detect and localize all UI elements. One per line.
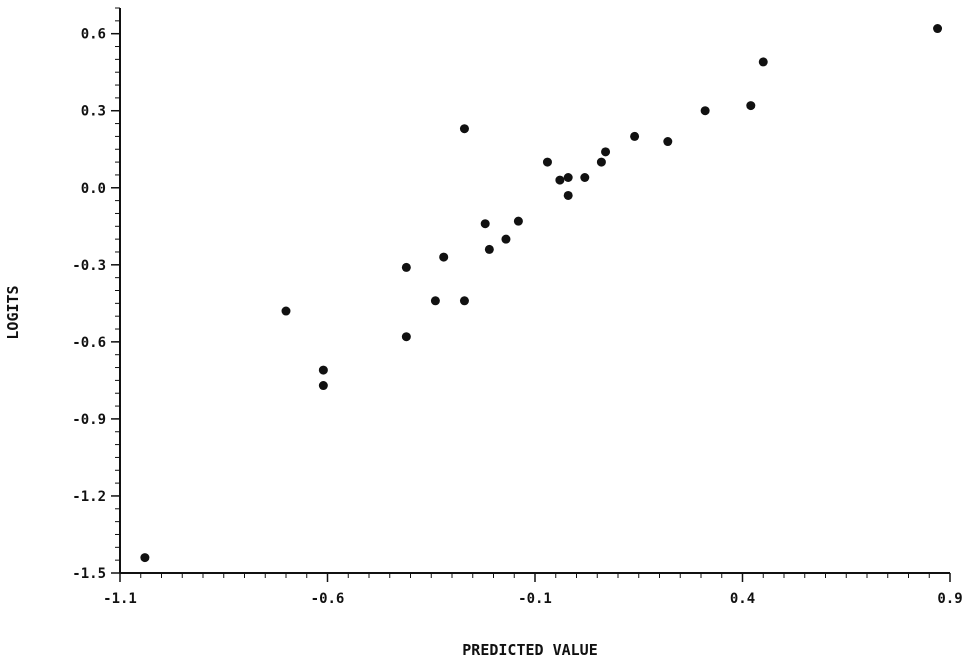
- data-point: [281, 306, 291, 316]
- x-tick-label: -0.6: [311, 591, 345, 607]
- data-point: [601, 147, 611, 157]
- data-point: [401, 332, 411, 342]
- y-tick-label: -0.6: [72, 335, 106, 351]
- axes: [119, 8, 950, 574]
- x-tick-label: -0.1: [518, 591, 552, 607]
- data-point: [563, 190, 573, 200]
- data-point: [439, 252, 449, 262]
- data-point: [430, 296, 440, 306]
- x-tick-label: 0.9: [937, 591, 962, 607]
- data-point: [555, 175, 565, 185]
- data-point: [501, 234, 511, 244]
- x-tick-label: 0.4: [730, 591, 755, 607]
- data-point: [758, 57, 768, 67]
- data-point: [663, 137, 673, 147]
- data-point: [401, 262, 411, 272]
- y-tick-label: 0.0: [81, 181, 106, 197]
- data-point: [513, 216, 523, 226]
- data-point: [700, 106, 710, 116]
- data-point: [542, 157, 552, 167]
- data-point: [563, 173, 573, 182]
- data-point: [140, 553, 150, 563]
- major-ticks: [111, 32, 951, 582]
- data-point: [580, 173, 590, 182]
- y-tick-label: -0.3: [72, 258, 106, 274]
- y-axis-title-text: LOGITS: [4, 285, 22, 339]
- data-point: [459, 296, 469, 306]
- minor-ticks: [115, 7, 951, 578]
- y-tick-label: -1.5: [72, 566, 106, 582]
- data-point: [630, 131, 640, 141]
- data-point: [484, 244, 494, 254]
- data-point: [746, 101, 756, 111]
- data-points: [140, 24, 943, 563]
- y-tick-label: -0.9: [72, 412, 106, 428]
- x-axis-title: PREDICTED VALUE: [462, 641, 597, 659]
- tick-labels: -1.1 -0.6 -0.1 0.4 0.9 0.6 0.3 0.0 -0.3 -0.6 -0.9 -…: [72, 27, 962, 607]
- data-point: [933, 24, 943, 34]
- data-point: [596, 157, 606, 167]
- y-tick-label: 0.3: [81, 104, 106, 120]
- y-tick-label: -1.2: [72, 489, 106, 505]
- data-point: [459, 124, 469, 134]
- data-point: [480, 219, 490, 229]
- y-axis-title: LOGITS: [4, 285, 22, 339]
- y-tick-label: 0.6: [81, 27, 106, 43]
- data-point: [318, 365, 328, 375]
- data-point: [318, 381, 328, 391]
- x-tick-label: -1.1: [103, 591, 137, 607]
